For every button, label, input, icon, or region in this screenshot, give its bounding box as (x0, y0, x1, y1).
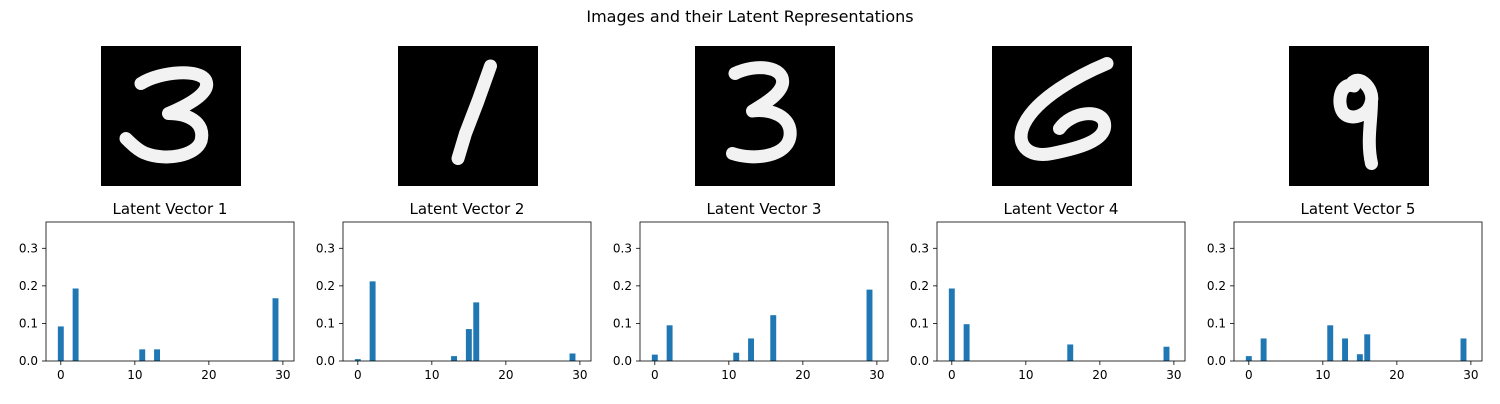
x-tick-label-1-20: 20 (201, 368, 216, 382)
bar-4-3 (1163, 346, 1170, 361)
x-tick-label-3-10: 10 (721, 368, 736, 382)
bar-5-3 (1342, 338, 1349, 361)
x-tick-label-3-0: 0 (651, 368, 659, 382)
x-tick-label-5-20: 20 (1389, 368, 1404, 382)
y-tick-label-3-0.2: 0.2 (613, 279, 632, 293)
x-tick-label-3-20: 20 (795, 368, 810, 382)
y-tick-label-3-0.3: 0.3 (613, 241, 632, 255)
x-tick-label-2-0: 0 (354, 368, 362, 382)
y-tick-label-4-0.3: 0.3 (910, 241, 929, 255)
x-tick-label-4-20: 20 (1092, 368, 1107, 382)
bar-1-4 (272, 298, 279, 361)
bar-1-1 (72, 288, 79, 361)
bar-2-2 (451, 356, 458, 361)
x-tick-label-2-10: 10 (424, 368, 439, 382)
axes-frame-4 (936, 221, 1186, 362)
y-tick-label-2-0.1: 0.1 (316, 316, 335, 330)
bar-2-1 (369, 281, 376, 361)
axes-frame-5 (1233, 221, 1483, 362)
digit-image-2 (398, 46, 538, 186)
panel-title-3: Latent Vector 3 (707, 200, 822, 218)
digit-image-4 (992, 46, 1132, 186)
bar-5-5 (1364, 334, 1371, 361)
x-tick-label-5-0: 0 (1245, 368, 1253, 382)
y-tick-label-2-0.2: 0.2 (316, 279, 335, 293)
bar-4-1 (963, 324, 970, 361)
bar-3-4 (770, 315, 777, 361)
y-tick-label-5-0.3: 0.3 (1207, 241, 1226, 255)
bar-2-5 (569, 353, 576, 361)
bar-1-0 (57, 326, 64, 361)
x-tick-label-4-0: 0 (948, 368, 956, 382)
bar-3-0 (651, 354, 658, 361)
y-tick-label-2-0: 0.0 (316, 354, 335, 368)
y-tick-label-4-0.2: 0.2 (910, 279, 929, 293)
bar-5-4 (1356, 354, 1363, 361)
axes-frame-1 (45, 221, 295, 362)
panel-title-5: Latent Vector 5 (1301, 200, 1416, 218)
digit-image-5 (1289, 46, 1429, 186)
x-tick-label-3-30: 30 (869, 368, 884, 382)
x-tick-label-2-20: 20 (498, 368, 513, 382)
panel-title-4: Latent Vector 4 (1004, 200, 1119, 218)
y-tick-label-3-0: 0.0 (613, 354, 632, 368)
bar-3-5 (866, 289, 873, 361)
bar-5-6 (1460, 338, 1467, 361)
x-tick-label-4-30: 30 (1166, 368, 1181, 382)
bar-3-1 (666, 325, 673, 361)
digit-image-3 (695, 46, 835, 186)
digit-image-1 (101, 46, 241, 186)
y-tick-label-5-0.2: 0.2 (1207, 279, 1226, 293)
axes-frame-2 (342, 221, 592, 362)
y-tick-label-3-0.1: 0.1 (613, 316, 632, 330)
x-tick-label-5-30: 30 (1463, 368, 1478, 382)
x-tick-label-1-0: 0 (57, 368, 65, 382)
y-tick-label-1-0: 0.0 (19, 354, 38, 368)
y-tick-label-5-0.1: 0.1 (1207, 316, 1226, 330)
y-tick-label-1-0.3: 0.3 (19, 241, 38, 255)
y-tick-label-1-0.1: 0.1 (19, 316, 38, 330)
bar-4-2 (1067, 344, 1074, 361)
y-tick-label-5-0: 0.0 (1207, 354, 1226, 368)
x-tick-label-2-30: 30 (572, 368, 587, 382)
y-tick-label-4-0.1: 0.1 (910, 316, 929, 330)
x-tick-label-5-10: 10 (1315, 368, 1330, 382)
bar-5-0 (1245, 356, 1252, 361)
figure-title: Images and their Latent Representations (586, 7, 913, 26)
bar-5-1 (1260, 338, 1267, 361)
panel-title-2: Latent Vector 2 (410, 200, 525, 218)
bar-1-3 (154, 349, 161, 361)
x-tick-label-1-30: 30 (275, 368, 290, 382)
y-tick-label-1-0.2: 0.2 (19, 279, 38, 293)
y-tick-label-4-0: 0.0 (910, 354, 929, 368)
bar-2-3 (465, 329, 472, 361)
bar-2-4 (473, 302, 480, 361)
bar-1-2 (139, 349, 146, 361)
bar-5-2 (1327, 325, 1334, 361)
x-tick-label-1-10: 10 (127, 368, 142, 382)
bar-2-0 (354, 359, 361, 361)
x-tick-label-4-10: 10 (1018, 368, 1033, 382)
bar-3-2 (733, 352, 740, 361)
panel-title-1: Latent Vector 1 (113, 200, 228, 218)
bar-3-3 (748, 338, 755, 361)
y-tick-label-2-0.3: 0.3 (316, 241, 335, 255)
axes-frame-3 (639, 221, 889, 362)
bar-4-0 (948, 288, 955, 361)
